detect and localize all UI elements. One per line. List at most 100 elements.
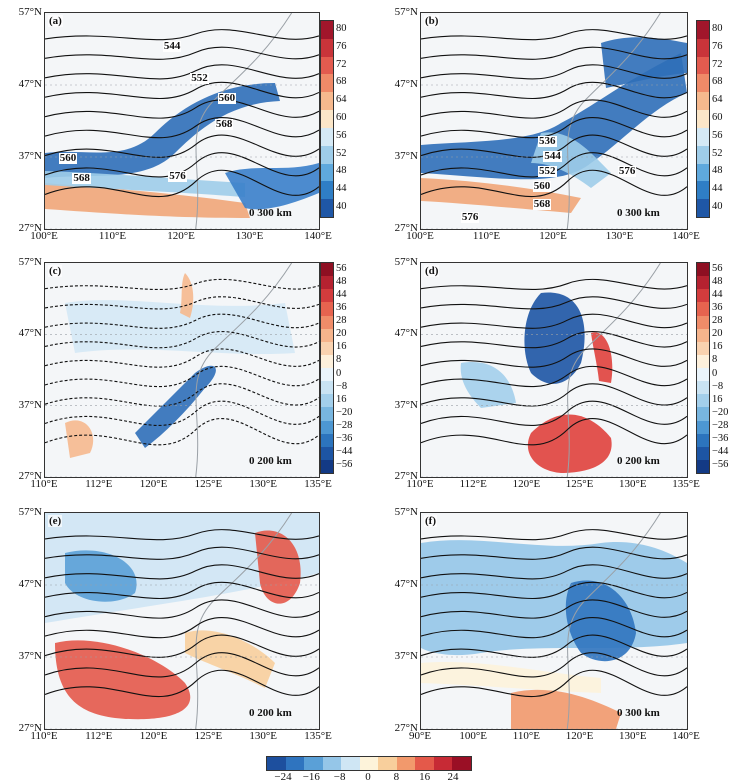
colorbar-tick: 16	[419, 771, 431, 783]
lon-label: 100°E	[406, 230, 434, 242]
shaded-field	[421, 661, 601, 693]
colorbar-swatch	[697, 381, 709, 395]
lon-label: 112°E	[459, 478, 487, 490]
colorbar-tick: 20	[336, 328, 347, 340]
coastline	[195, 263, 293, 477]
colorbar-swatch	[321, 433, 333, 447]
contour-line	[45, 99, 319, 119]
contour-line	[421, 116, 687, 139]
colorbar-swatch	[697, 21, 709, 39]
coastline	[566, 13, 661, 229]
lat-label: 47°N	[18, 327, 42, 340]
map-f: (f) 0 300 km	[420, 512, 688, 730]
coastline	[195, 13, 293, 229]
lon-label: 140°E	[672, 230, 700, 242]
colorbar-swatch	[697, 38, 709, 57]
colorbar-tick: 64	[336, 94, 347, 106]
colorbar-tick: −8	[336, 380, 348, 392]
lon-label: 130°E	[235, 230, 264, 242]
colorbar-swatch	[321, 181, 333, 200]
colorbar-tick: 16	[336, 393, 347, 405]
lon-label: 130°E	[249, 478, 277, 490]
colorbar-swatch	[321, 289, 333, 303]
panel-label: (d)	[424, 265, 440, 277]
colorbar-tick: 68	[336, 76, 347, 88]
colorbar-swatch	[322, 757, 342, 770]
colorbar-swatch	[697, 328, 709, 342]
shaded-field	[225, 163, 319, 210]
contour-line	[421, 64, 687, 80]
colorbar-swatch	[321, 110, 333, 128]
colorbar-tick: −20	[712, 406, 729, 418]
coastline	[566, 513, 661, 729]
colorbar-tick: 48	[336, 275, 347, 287]
contour-line	[45, 546, 319, 560]
contour-label: 552	[190, 72, 209, 85]
map-graphic-e	[45, 513, 319, 729]
colorbar-tick: 16	[336, 341, 347, 353]
scale-label: 0 200 km	[249, 455, 292, 467]
lat-label: 57°N	[394, 256, 418, 268]
contour-line	[421, 365, 687, 388]
panel-label: (c)	[48, 265, 63, 277]
coastline	[566, 263, 661, 477]
lon-label: 100°E	[459, 730, 487, 742]
colorbar-tick: −44	[336, 446, 353, 458]
contour-line	[421, 296, 687, 310]
contour-line	[45, 296, 319, 310]
lat-label: 47°N	[394, 578, 418, 590]
shaded-field	[185, 630, 275, 688]
colorbar-tick: −24	[274, 771, 292, 783]
lon-label: 130°E	[605, 230, 634, 242]
lat-label: 27°N	[394, 470, 418, 482]
contour-line	[421, 546, 687, 560]
colorbar-swatch	[321, 276, 333, 290]
colorbar-swatch	[697, 368, 709, 382]
map-graphic-b	[421, 13, 687, 229]
shaded-field	[591, 332, 613, 383]
lon-label: 110°E	[98, 230, 127, 242]
contour-line	[45, 634, 319, 658]
colorbar-swatch	[285, 757, 305, 770]
lat-label: 47°N	[394, 327, 418, 340]
map-a: (a) 544 552 560 568 560 568 576 0 300 km	[44, 12, 320, 230]
lon-label: 112°E	[85, 478, 113, 490]
colorbar-tick: 8	[393, 771, 400, 783]
lon-label: 120°E	[167, 230, 195, 242]
colorbar-swatch	[321, 74, 333, 93]
colorbar-tick: 56	[336, 129, 347, 141]
colorbar-tick: 52	[336, 147, 347, 159]
panel-label: (b)	[424, 15, 440, 27]
scale-label: 0 300 km	[249, 207, 292, 219]
colorbar-tick: −28	[336, 420, 353, 432]
shaded-field	[460, 362, 516, 408]
contour-line	[45, 564, 319, 580]
shaded-field	[421, 53, 687, 180]
colorbar-tick: −8	[333, 771, 346, 783]
lon-label: 125°E	[565, 478, 594, 490]
colorbar-swatch	[321, 199, 333, 217]
colorbar-tick: 0	[365, 771, 371, 783]
lon-label: 140°E	[672, 730, 700, 742]
contour-label: 552	[538, 165, 557, 178]
contour-label: 576	[460, 210, 480, 223]
colorbar-tick: −56	[336, 459, 353, 471]
contour-label: 544	[162, 40, 182, 53]
colorbar-swatch	[415, 757, 434, 770]
lat-label: 37°N	[394, 650, 418, 662]
panel-label: (a)	[48, 15, 63, 27]
contour-label: 568	[72, 171, 91, 184]
lat-label: 27°N	[18, 222, 42, 234]
contour-line	[45, 29, 319, 41]
contour-line	[421, 581, 687, 600]
shaded-field	[601, 37, 687, 88]
contour-line	[421, 278, 687, 291]
colorbar-tick: 60	[336, 112, 347, 123]
shaded-field	[524, 292, 585, 384]
colorbar-swatch	[697, 341, 709, 355]
colorbar-tick: −8	[712, 380, 724, 392]
shaded-field	[527, 414, 612, 473]
lat-label: 57°N	[18, 506, 42, 518]
colorbar-d	[696, 262, 710, 474]
lat-label: 27°N	[18, 470, 42, 482]
